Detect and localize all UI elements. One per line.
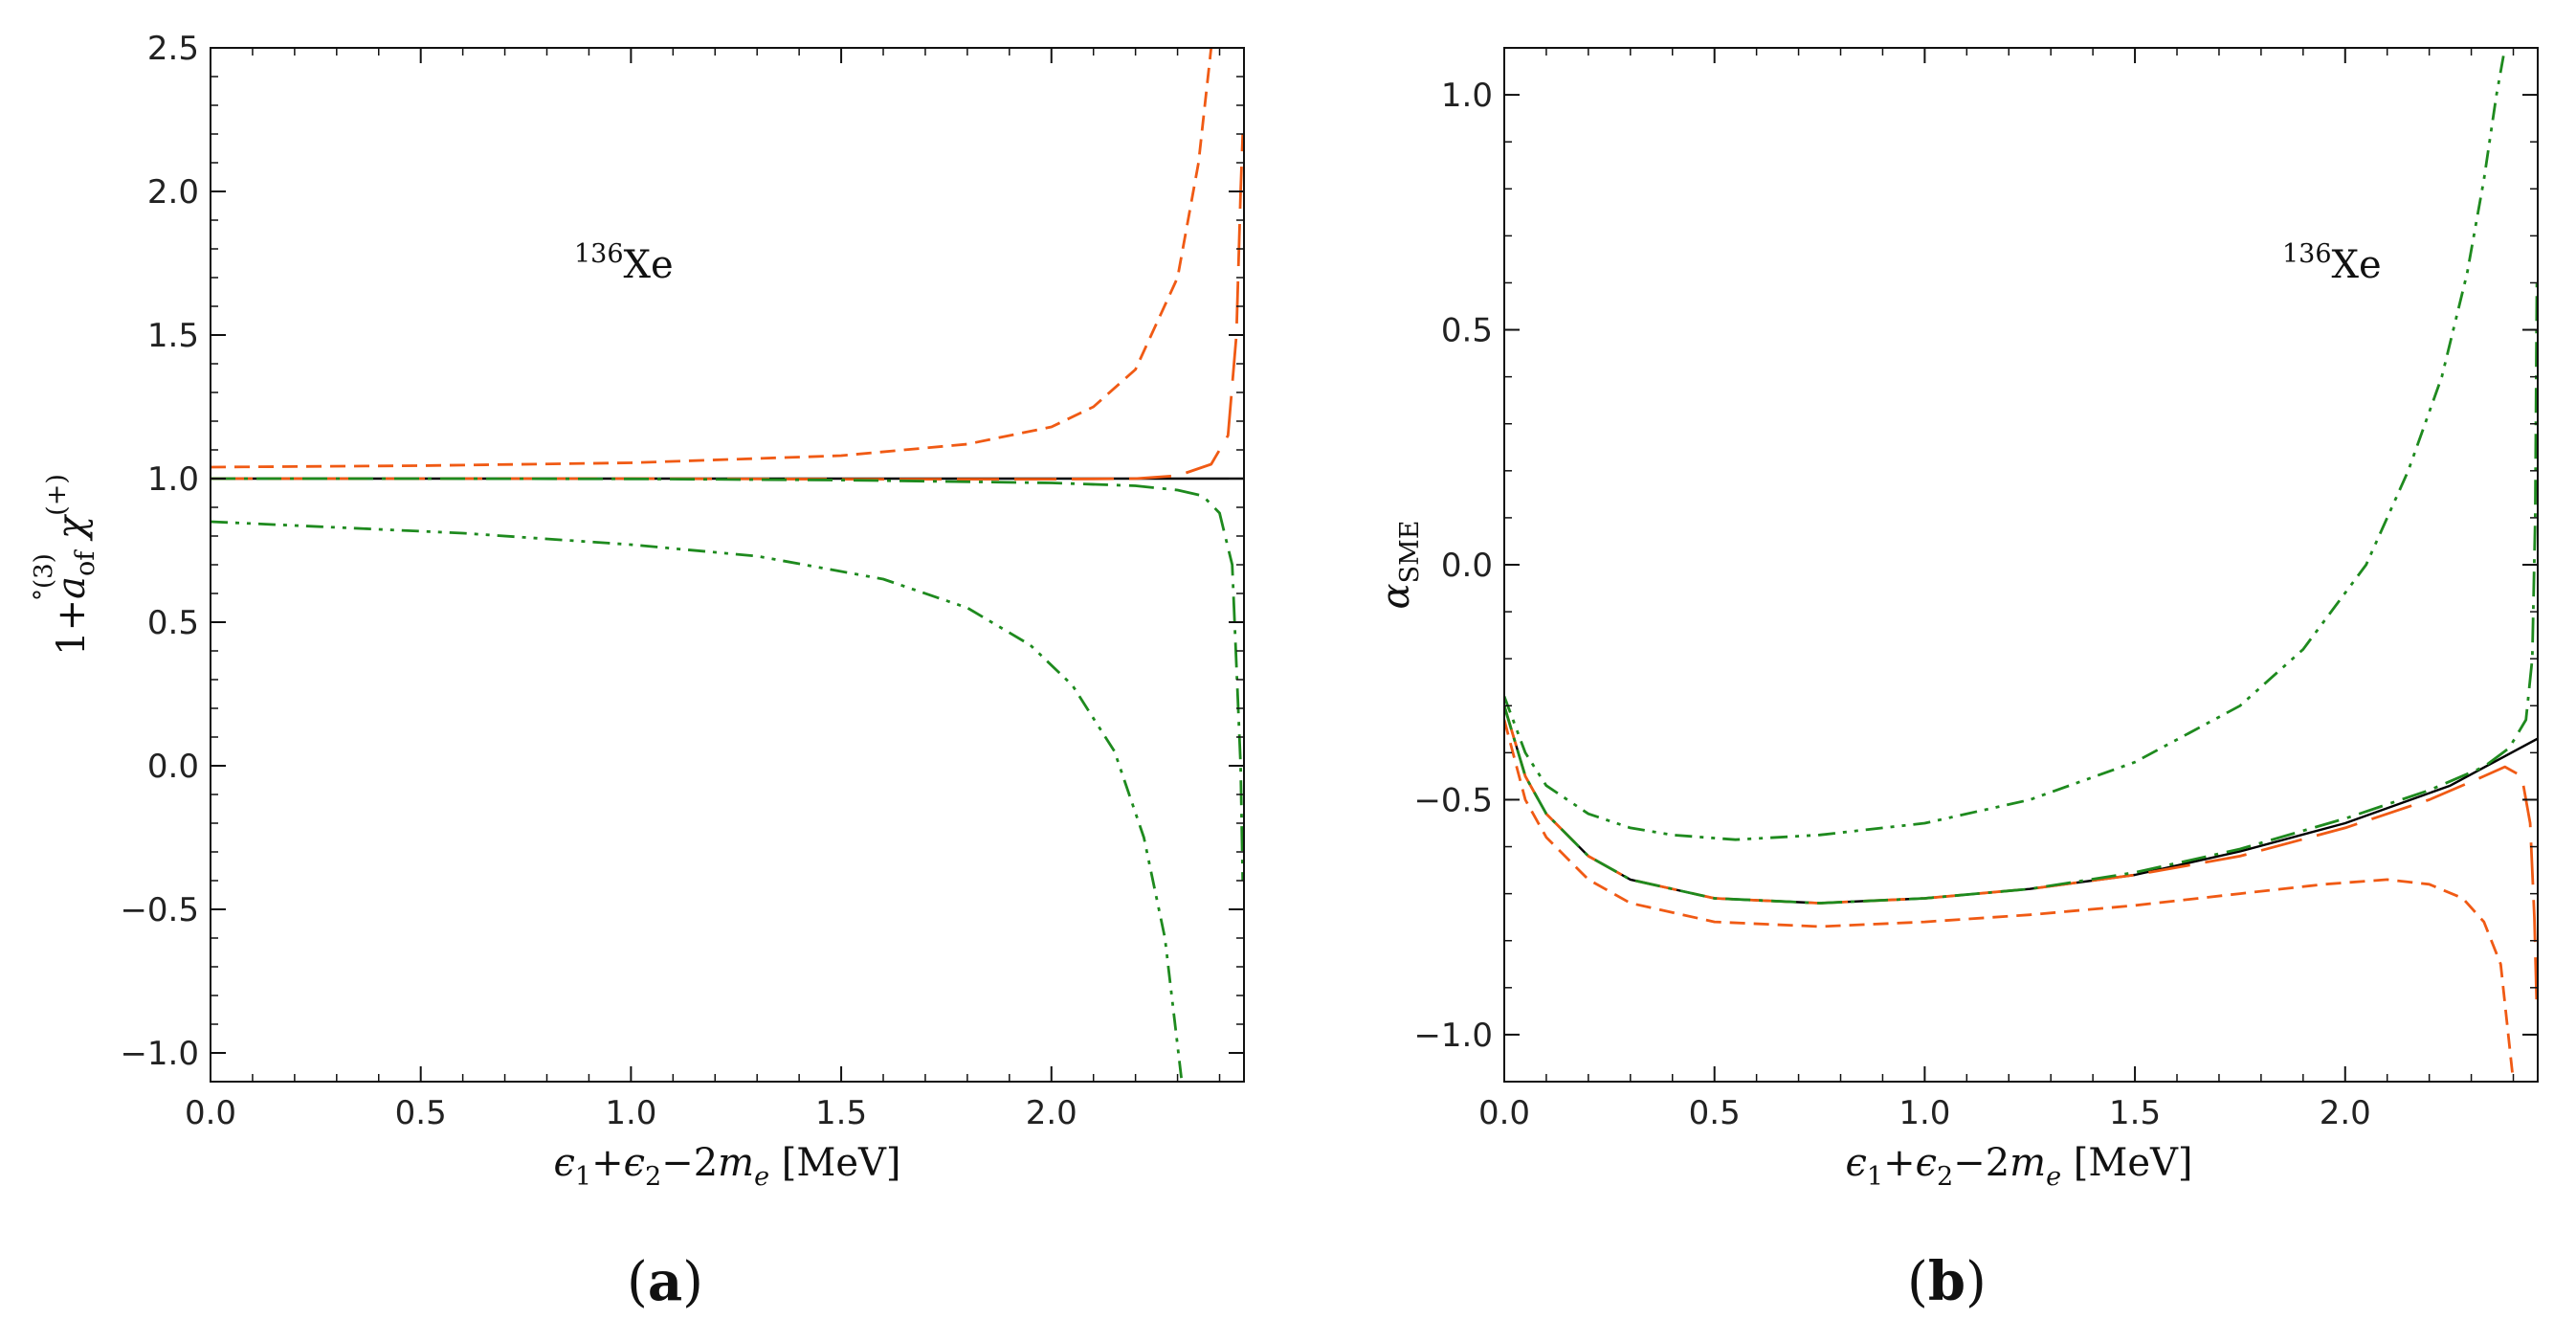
- a-y-tick-label: 2.0: [147, 173, 199, 212]
- b-y-axis-title: αSME: [1374, 521, 1425, 610]
- b-y-tick-label: 0.0: [1441, 547, 1493, 585]
- b-series-green-dash-dot-dot: [1504, 48, 2507, 841]
- b-x-tick-label: 2.0: [2320, 1094, 2371, 1132]
- svg-text:αSME: αSME: [1374, 521, 1425, 610]
- b-ticks: 0.0 0.5 1.0 1.5 2.0 −1.0 −0.5 0.0 0.5 1.0: [1413, 47, 2538, 1132]
- b-series-orange-short-dashed: [1504, 719, 2515, 1082]
- panel-b: 0.0 0.5 1.0 1.5 2.0 −1.0 −0.5 0.0 0.5 1.0 136Xe ϵ…: [1374, 47, 2539, 1313]
- b-y-tick-label: −0.5: [1413, 781, 1493, 819]
- a-y-tick-label: 0.0: [147, 748, 199, 786]
- a-y-tick-label: 1.5: [147, 317, 199, 355]
- a-series-orange-short-dashed: [211, 48, 1213, 469]
- b-annotation: 136Xe: [2282, 239, 2382, 287]
- a-x-axis-title: ϵ1+ϵ2−2me [MeV]: [553, 1141, 900, 1192]
- a-y-tick-label: 2.5: [147, 30, 199, 68]
- b-x-tick-label: 1.0: [1899, 1094, 1950, 1132]
- a-series-group: [211, 48, 1244, 1082]
- b-y-tick-label: 1.0: [1441, 77, 1493, 115]
- svg-text:1+aof χ(+): 1+aof χ(+): [42, 474, 100, 656]
- b-x-tick-label: 1.5: [2109, 1094, 2161, 1132]
- a-x-tick-label: 0.0: [185, 1094, 236, 1132]
- a-y-axis-title: 1+aof χ(+) °(3): [30, 474, 100, 656]
- a-x-tick-label: 1.5: [815, 1094, 867, 1132]
- b-x-tick-label: 0.5: [1689, 1094, 1741, 1132]
- b-x-tick-label: 0.0: [1478, 1094, 1530, 1132]
- a-ticks: 0.0 0.5 1.0 1.5 2.0 −1.0 −0.5 0.0 0.5 1.0 1.5 2.0 2.…: [120, 30, 1244, 1132]
- b-y-tick-label: 0.5: [1441, 312, 1493, 350]
- b-series-green-dash-dot: [1504, 282, 2538, 905]
- panel-a-label: (a): [627, 1250, 703, 1313]
- a-series-green-dash-dot-dot: [211, 520, 1184, 1082]
- panel-b-label: (b): [1907, 1250, 1987, 1313]
- a-y-tick-label: 1.0: [147, 460, 199, 499]
- svg-text:°(3): °(3): [30, 553, 58, 601]
- b-y-tick-label: −1.0: [1413, 1017, 1493, 1055]
- b-x-axis-title: ϵ1+ϵ2−2me [MeV]: [1845, 1141, 2192, 1192]
- a-series-green-dash-dot: [211, 477, 1244, 882]
- a-y-tick-label: −1.0: [120, 1035, 199, 1073]
- a-annotation: 136Xe: [574, 239, 674, 287]
- b-series-group: [1504, 48, 2538, 1082]
- a-x-tick-label: 1.0: [605, 1094, 656, 1132]
- a-x-tick-label: 2.0: [1026, 1094, 1077, 1132]
- a-y-tick-label: 0.5: [147, 604, 199, 642]
- a-y-tick-label: −0.5: [120, 891, 199, 929]
- b-series-orange-long-dashed: [1504, 705, 2538, 1012]
- a-x-tick-label: 0.5: [395, 1094, 447, 1132]
- panel-a: 0.0 0.5 1.0 1.5 2.0 −1.0 −0.5 0.0 0.5 1.0 1.5 2.0 2.…: [30, 30, 1245, 1313]
